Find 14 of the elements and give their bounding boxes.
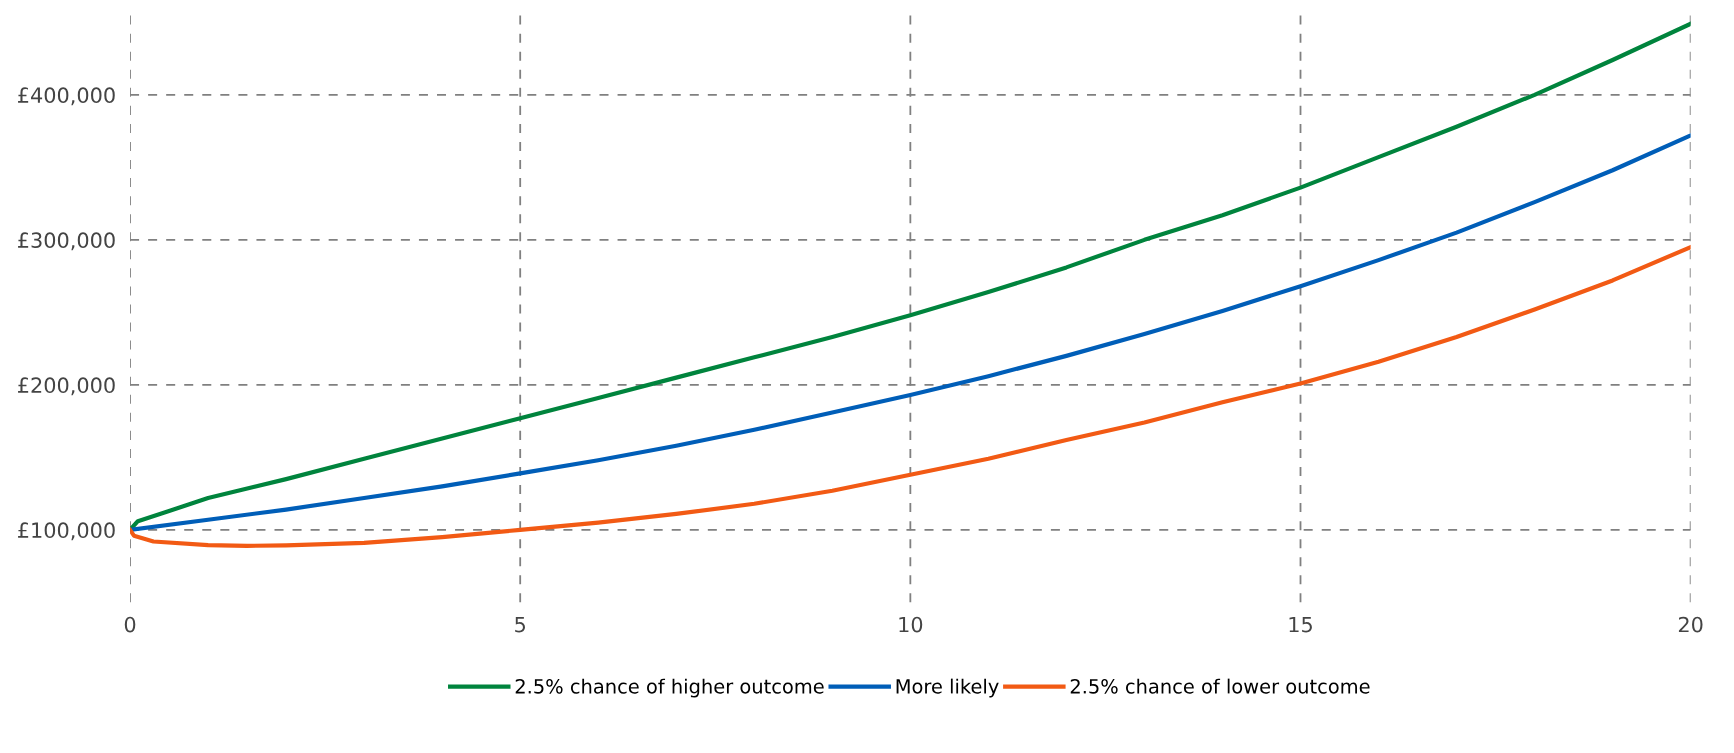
x-tick-label: 0 [124,616,136,633]
y-tick-label: £100,000 [18,522,115,541]
x-tick-label: 15 [1289,616,1312,633]
y-tick-label: £400,000 [18,87,115,106]
y-tick-label: £300,000 [18,232,115,251]
x-tick-label: 10 [899,616,923,633]
line-series [130,133,1691,532]
x-tick-label: 5 [515,616,526,633]
line-series [130,245,1691,548]
y-tick-label: £200,000 [18,377,115,396]
x-tick-label: 20 [1678,616,1703,633]
legend-label: 2.5% chance of higher outcome [515,678,824,698]
legend-label: More likely [896,678,999,698]
legend-label: 2.5% chance of lower outcome [1070,678,1370,694]
